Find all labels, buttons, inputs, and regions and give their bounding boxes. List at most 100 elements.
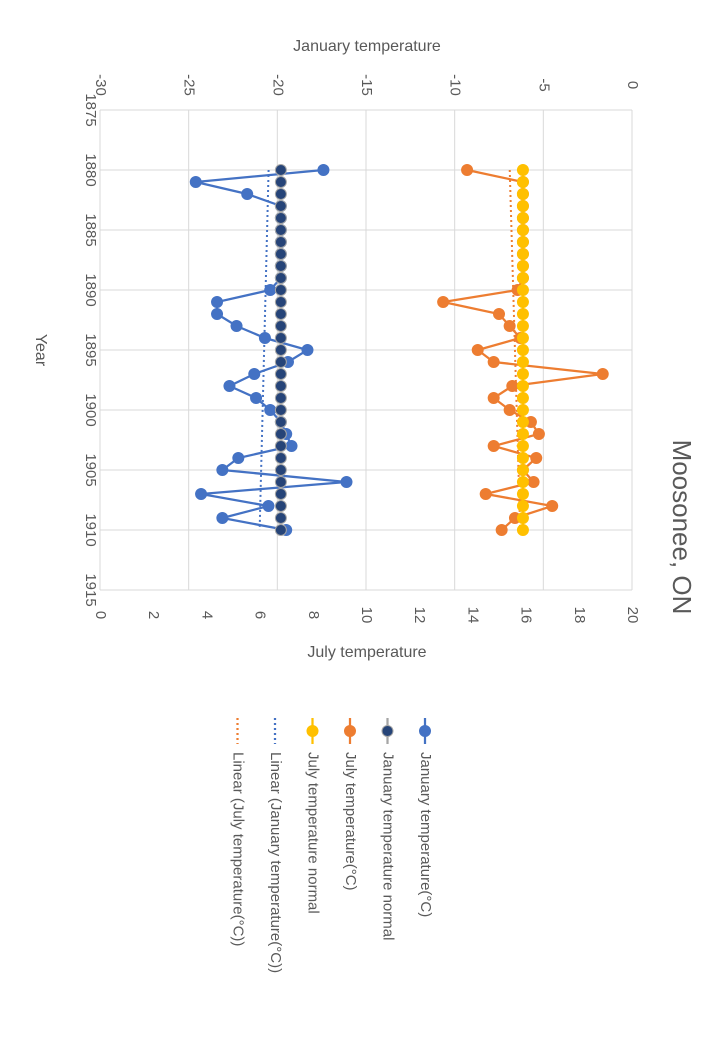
data-point — [530, 452, 543, 464]
data-point — [516, 476, 529, 488]
legend-label: July temperature(°C) — [342, 752, 359, 891]
data-point — [516, 488, 529, 500]
data-point — [264, 404, 277, 416]
legend-label: Linear (January temperature(°C)) — [267, 752, 284, 973]
data-point — [503, 404, 516, 416]
y-tick-label: 0 — [624, 81, 641, 89]
x-tick-label: 1880 — [82, 153, 99, 186]
y2-tick-label: 6 — [252, 611, 269, 619]
data-point — [241, 188, 254, 200]
data-point — [258, 332, 271, 344]
chart-title: Moosonee, ON — [667, 440, 697, 615]
data-point — [516, 512, 529, 524]
data-point — [223, 380, 236, 392]
data-point — [274, 272, 287, 284]
y-tick-label: -20 — [269, 74, 286, 96]
data-point — [487, 392, 500, 404]
data-point — [274, 284, 287, 296]
data-point — [516, 344, 529, 356]
data-point — [461, 164, 474, 176]
data-point — [506, 380, 519, 392]
y2-tick-label: 12 — [411, 607, 428, 624]
data-point — [250, 392, 263, 404]
y2-tick-label: 14 — [464, 607, 481, 624]
data-point — [211, 308, 224, 320]
data-point — [317, 164, 330, 176]
data-point — [437, 296, 450, 308]
data-point — [596, 368, 609, 380]
data-point — [471, 344, 484, 356]
x-tick-label: 1910 — [82, 513, 99, 546]
y-tick-label: -25 — [181, 74, 198, 96]
data-point — [216, 512, 229, 524]
y-tick-label: -5 — [535, 78, 552, 91]
y2-tick-label: 10 — [358, 607, 375, 624]
y-tick-label: -15 — [358, 74, 375, 96]
data-point — [516, 464, 529, 476]
data-point — [516, 452, 529, 464]
data-point — [285, 440, 298, 452]
data-point — [516, 212, 529, 224]
y2-tick-label: 8 — [305, 611, 322, 619]
x-tick-label: 1885 — [82, 213, 99, 246]
data-point — [274, 416, 287, 428]
data-point — [274, 368, 287, 380]
data-point — [516, 248, 529, 260]
data-point — [274, 296, 287, 308]
x-tick-label: 1905 — [82, 453, 99, 486]
x-tick-label: 1890 — [82, 273, 99, 306]
legend-marker — [419, 725, 431, 737]
data-point — [211, 296, 224, 308]
data-point — [516, 368, 529, 380]
data-point — [516, 332, 529, 344]
data-point — [195, 488, 208, 500]
data-point — [503, 320, 516, 332]
y2-tick-label: 0 — [92, 611, 109, 619]
data-point — [516, 188, 529, 200]
data-point — [516, 284, 529, 296]
data-point — [248, 368, 261, 380]
data-point — [274, 248, 287, 260]
data-point — [546, 500, 559, 512]
legend-label: January temperature(°C) — [417, 752, 434, 917]
legend: January temperature(°C) January temperatu… — [230, 718, 434, 973]
x-tick-label: 1900 — [82, 393, 99, 426]
data-point — [232, 452, 245, 464]
data-point — [495, 524, 508, 536]
trendline — [258, 169, 270, 531]
data-point — [264, 284, 277, 296]
legend-marker — [381, 725, 394, 737]
data-point — [274, 428, 287, 440]
data-point — [516, 440, 529, 452]
data-point — [516, 500, 529, 512]
legend-label: Linear (July temperature(°C)) — [230, 752, 247, 946]
y2-tick-label: 16 — [518, 607, 535, 624]
x-axis-title: Year — [32, 334, 49, 367]
data-point — [274, 476, 287, 488]
data-point — [301, 344, 314, 356]
data-point — [274, 164, 287, 176]
data-point — [274, 488, 287, 500]
y-tick-label: -30 — [92, 74, 109, 96]
data-point — [527, 476, 540, 488]
data-point — [516, 428, 529, 440]
data-point — [274, 212, 287, 224]
legend-marker — [306, 725, 319, 737]
data-point — [516, 236, 529, 248]
data-point — [487, 440, 500, 452]
data-point — [274, 392, 287, 404]
data-point — [274, 440, 287, 452]
data-point — [532, 428, 545, 440]
data-point — [274, 236, 287, 248]
data-point — [274, 176, 287, 188]
data-point — [274, 224, 287, 236]
y2-tick-label: 18 — [571, 607, 588, 624]
data-point — [274, 332, 287, 344]
data-point — [262, 500, 275, 512]
data-point — [516, 224, 529, 236]
data-point — [516, 404, 529, 416]
data-point — [274, 464, 287, 476]
data-point — [274, 188, 287, 200]
